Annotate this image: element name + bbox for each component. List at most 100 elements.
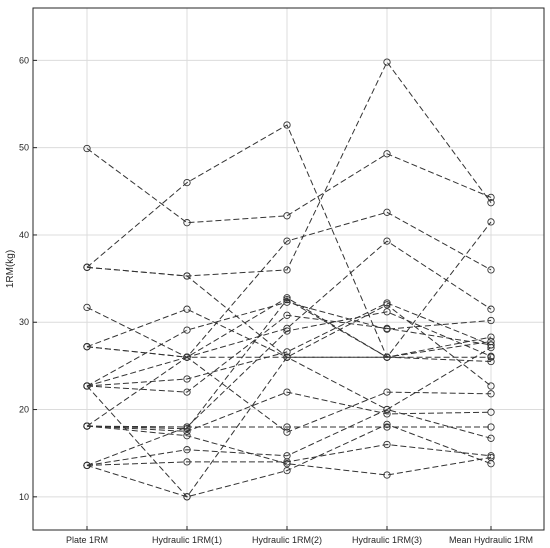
data-point xyxy=(183,375,191,383)
data-point xyxy=(83,382,91,390)
series-line xyxy=(86,423,492,498)
series-line xyxy=(86,391,492,432)
series-line xyxy=(86,425,491,428)
data-point xyxy=(83,263,91,271)
data-point xyxy=(183,458,191,466)
series-19 xyxy=(83,343,495,436)
data-point xyxy=(487,343,495,352)
data-point xyxy=(383,405,391,414)
data-point xyxy=(283,121,291,129)
series-line xyxy=(86,311,492,466)
series-10 xyxy=(83,311,495,396)
y-tick-label: 60 xyxy=(19,55,29,65)
tick-layer: 10 20 30 40 50 60 Plate 1RM Hydraulic 1RM(1) Hyd… xyxy=(19,55,533,545)
data-point xyxy=(487,434,495,442)
data-point xyxy=(383,353,391,361)
data-point xyxy=(487,316,495,325)
data-point xyxy=(283,458,291,466)
y-tick-label: 10 xyxy=(19,492,29,502)
data-point xyxy=(383,388,391,396)
data-point xyxy=(283,311,291,319)
data-point xyxy=(383,471,391,479)
data-point xyxy=(487,357,495,366)
data-point xyxy=(383,423,391,431)
data-point xyxy=(283,298,291,306)
data-point xyxy=(383,420,391,429)
y-tick-label: 30 xyxy=(19,317,29,327)
data-point xyxy=(383,208,391,216)
data-point xyxy=(283,466,291,475)
series-12 xyxy=(83,353,495,430)
data-point xyxy=(83,461,91,470)
x-tick-label: Mean Hydraulic 1RM xyxy=(449,535,533,545)
data-point xyxy=(487,218,495,226)
data-point xyxy=(183,446,191,454)
data-point xyxy=(383,440,391,449)
series-line xyxy=(86,266,492,411)
data-point xyxy=(383,150,391,158)
data-point xyxy=(487,423,495,431)
data-point xyxy=(283,327,291,335)
y-tick-label: 50 xyxy=(19,143,29,153)
data-point xyxy=(283,353,291,361)
series-layer xyxy=(83,58,495,501)
series-4 xyxy=(83,208,495,361)
data-point xyxy=(383,308,391,316)
series-11 xyxy=(83,295,495,433)
y-axis-label: 1RM(kg) xyxy=(5,250,16,288)
data-point xyxy=(283,295,291,304)
series-line xyxy=(86,301,492,387)
data-point xyxy=(487,305,495,313)
data-point xyxy=(183,427,191,436)
data-point xyxy=(487,352,495,360)
data-point xyxy=(183,326,191,334)
data-point xyxy=(283,212,291,220)
data-point xyxy=(383,301,391,309)
data-point xyxy=(487,333,495,341)
y-tick-label: 40 xyxy=(19,230,29,240)
data-point xyxy=(283,428,291,436)
series-line xyxy=(86,408,492,466)
data-point xyxy=(183,493,191,501)
data-point xyxy=(183,353,191,361)
data-point xyxy=(487,382,495,390)
data-point xyxy=(283,237,291,245)
x-tick-label: Plate 1RM xyxy=(66,535,108,545)
data-point xyxy=(183,432,191,440)
series-1 xyxy=(83,144,495,227)
series-line xyxy=(86,302,492,387)
data-point xyxy=(83,144,91,153)
data-point xyxy=(487,266,495,274)
data-point xyxy=(83,303,91,312)
data-point xyxy=(83,422,91,430)
series-line xyxy=(86,356,491,427)
series-line xyxy=(86,314,492,393)
series-7 xyxy=(83,294,495,390)
data-point xyxy=(183,305,191,313)
data-point xyxy=(283,388,291,396)
data-point xyxy=(487,408,495,416)
data-point xyxy=(283,348,291,356)
series-line xyxy=(86,124,492,359)
data-point xyxy=(487,390,495,398)
series-line xyxy=(86,211,492,358)
x-tick-label: Hydraulic 1RM(1) xyxy=(152,535,222,545)
data-point xyxy=(487,199,495,207)
series-21 xyxy=(83,308,495,470)
data-point xyxy=(383,58,391,66)
data-point xyxy=(383,237,391,245)
data-point xyxy=(487,193,495,202)
data-point xyxy=(83,343,91,351)
series-22 xyxy=(83,263,495,414)
x-tick-label: Hydraulic 1RM(3) xyxy=(352,535,422,545)
series-17 xyxy=(83,420,495,501)
data-point xyxy=(383,324,391,333)
data-point xyxy=(283,423,291,431)
data-point xyxy=(383,410,391,418)
series-3 xyxy=(83,58,495,280)
series-line xyxy=(86,346,492,433)
x-tick-label: Hydraulic 1RM(2) xyxy=(252,535,322,545)
series-line xyxy=(86,425,492,476)
series-line xyxy=(86,443,492,466)
